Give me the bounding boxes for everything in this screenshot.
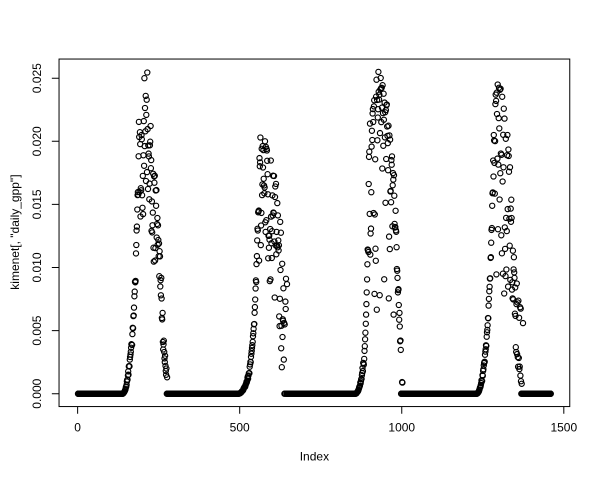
svg-text:Index: Index — [300, 450, 329, 464]
svg-text:1000: 1000 — [388, 421, 415, 435]
svg-text:0.010: 0.010 — [30, 252, 44, 282]
svg-text:0.020: 0.020 — [30, 126, 44, 156]
svg-text:1500: 1500 — [550, 421, 577, 435]
svg-text:0.015: 0.015 — [30, 189, 44, 219]
svg-text:0.000: 0.000 — [30, 378, 44, 408]
svg-text:0.025: 0.025 — [30, 63, 44, 93]
svg-text:500: 500 — [230, 421, 250, 435]
svg-text:0: 0 — [74, 421, 81, 435]
svg-text:0.005: 0.005 — [30, 315, 44, 345]
svg-text:kimenet[, "daily_gpp"]: kimenet[, "daily_gpp"] — [8, 174, 22, 289]
